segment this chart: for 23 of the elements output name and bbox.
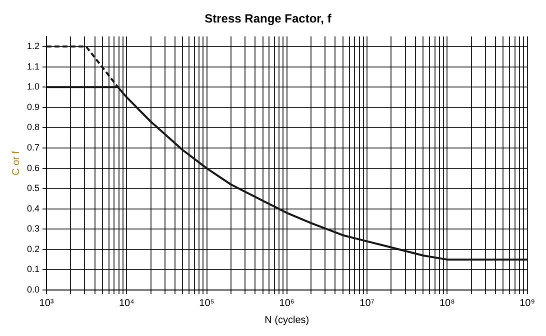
x-tick-label: 10⁴: [118, 298, 134, 309]
x-tick-label: 10⁶: [279, 298, 295, 309]
y-tick-label: 0.7: [26, 142, 40, 152]
x-tick-label: 10⁵: [199, 298, 214, 309]
y-tick-label: 0.1: [26, 264, 40, 274]
y-tick-label: 0.4: [26, 203, 40, 214]
y-tick-label: 1.0: [26, 82, 40, 92]
y-tick-label: 1.1: [26, 61, 40, 72]
y-tick-label: 0.3: [26, 224, 40, 234]
chart-title: Stress Range Factor, f: [204, 12, 332, 26]
y-tick-label: 0.9: [26, 102, 40, 112]
y-tick-label: 0.2: [26, 244, 40, 254]
y-tick-label: 0.5: [26, 183, 40, 194]
x-axis-title: N (cycles): [264, 314, 310, 326]
y-axis-title: C or f: [10, 150, 22, 176]
x-tick-label: 10⁷: [360, 298, 375, 309]
y-tick-label: 1.2: [26, 41, 40, 52]
y-tick-label: 0.6: [26, 162, 40, 173]
y-tick-label: 0.0: [26, 284, 40, 294]
x-tick-label: 10³: [39, 298, 54, 309]
x-tick-label: 10⁹: [520, 298, 535, 309]
y-tick-label: 0.8: [26, 122, 40, 132]
x-tick-label: 10⁸: [439, 298, 455, 309]
